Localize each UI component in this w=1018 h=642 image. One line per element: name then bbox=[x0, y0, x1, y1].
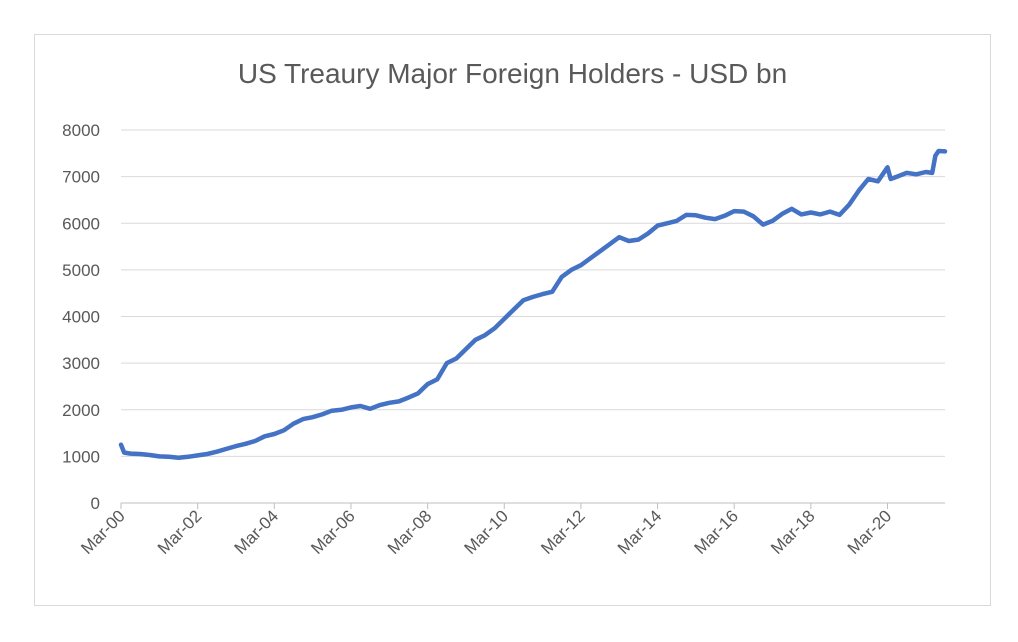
x-tick-label: Mar-18 bbox=[767, 506, 819, 558]
y-tick-label: 8000 bbox=[62, 121, 100, 140]
x-tick-label: Mar-10 bbox=[461, 506, 513, 558]
x-tick-label: Mar-02 bbox=[154, 506, 206, 558]
y-tick-label: 6000 bbox=[62, 214, 100, 233]
y-tick-label: 5000 bbox=[62, 261, 100, 280]
series-line bbox=[118, 148, 948, 461]
chart-title: US Treaury Major Foreign Holders - USD b… bbox=[237, 58, 788, 89]
y-tick-label: 7000 bbox=[62, 168, 100, 187]
y-tick-label: 4000 bbox=[62, 308, 100, 327]
chart-frame bbox=[34, 34, 991, 606]
x-axis-labels: Mar-00 Mar-02 Mar-04 Mar-06 Mar-08 Mar-10 Mar-… bbox=[77, 506, 895, 558]
y-tick-label: 2000 bbox=[62, 401, 100, 420]
y-tick-label: 0 bbox=[91, 494, 100, 513]
y-axis-labels: 0 1000 2000 3000 4000 5000 6000 7000 8000 bbox=[62, 121, 100, 513]
gridlines bbox=[120, 129, 945, 509]
x-tick-label: Mar-04 bbox=[231, 506, 283, 558]
x-tick-label: Mar-12 bbox=[537, 506, 589, 558]
x-tick-label: Mar-00 bbox=[77, 506, 129, 558]
plot-area bbox=[118, 148, 948, 461]
x-tick-label: Mar-14 bbox=[614, 506, 666, 558]
y-tick-label: 1000 bbox=[62, 447, 100, 466]
x-tick-label: Mar-06 bbox=[307, 506, 359, 558]
x-tick-label: Mar-20 bbox=[844, 506, 896, 558]
x-tick-label: Mar-16 bbox=[691, 506, 743, 558]
x-tick-label: Mar-08 bbox=[384, 506, 436, 558]
y-tick-label: 3000 bbox=[62, 354, 100, 373]
